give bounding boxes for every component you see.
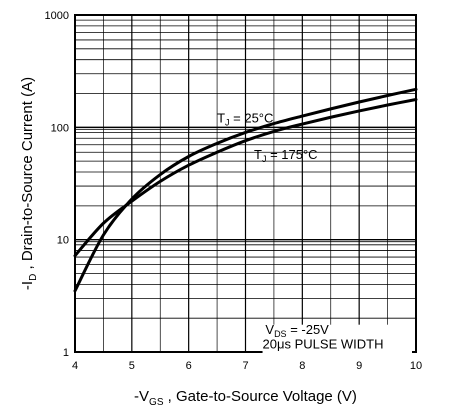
- series-label-tj-175-sub: J: [262, 154, 267, 164]
- x-tick-label: 6: [186, 360, 192, 372]
- conditions-box: [262, 324, 412, 357]
- y-axis-label-suffix: , Drain-to-Source Current (A): [19, 77, 36, 274]
- x-tick-label: 5: [129, 360, 135, 372]
- vds-annotation: VDS = -25V: [265, 322, 329, 339]
- x-axis-label-sub: GS: [149, 397, 164, 408]
- curve-tj-25: [73, 87, 418, 293]
- series-label-tj-25: TJ = 25°C: [217, 111, 273, 128]
- tick-labels: 4 5 6 7 8 9 10 1 10 100 1000: [45, 10, 423, 372]
- grid: [75, 15, 416, 352]
- series-label-tj-175-main: T: [254, 147, 262, 162]
- y-axis-label-prefix: -I: [19, 281, 36, 290]
- y-tick-label: 100: [51, 122, 69, 134]
- vds-annotation-main: V: [265, 322, 274, 337]
- vds-annotation-rest: = -25V: [287, 322, 330, 337]
- x-axis-label-suffix: , Gate-to-Source Voltage (V): [164, 388, 357, 405]
- series-label-tj-175: TJ = 175°C: [254, 147, 318, 164]
- series-label-tj-25-rest: = 25°C: [230, 111, 274, 126]
- curve-tj-175: [73, 97, 418, 258]
- series-label-tj-25-sub: J: [225, 118, 230, 128]
- curves: [73, 87, 418, 293]
- x-tick-label: 8: [299, 360, 305, 372]
- x-tick-label: 9: [356, 360, 362, 372]
- series-label-tj-175-rest: = 175°C: [266, 147, 317, 162]
- x-tick-label: 7: [242, 360, 248, 372]
- x-tick-label: 4: [72, 360, 78, 372]
- x-axis-label-prefix: -V: [134, 388, 149, 405]
- x-tick-label: 10: [410, 360, 422, 372]
- y-tick-label: 1000: [45, 10, 69, 22]
- vds-annotation-sub: DS: [274, 329, 287, 339]
- x-axis-label: -VGS , Gate-to-Source Voltage (V): [134, 388, 357, 408]
- y-tick-label: 1: [63, 347, 69, 359]
- series-label-tj-25-main: T: [217, 111, 225, 126]
- y-tick-label: 10: [57, 235, 69, 247]
- y-axis-label-sub: D: [28, 274, 39, 281]
- y-axis-label: -ID , Drain-to-Source Current (A): [19, 77, 39, 290]
- plot-frame: [74, 14, 417, 353]
- pulse-width-annotation: 20μs PULSE WIDTH: [263, 337, 384, 352]
